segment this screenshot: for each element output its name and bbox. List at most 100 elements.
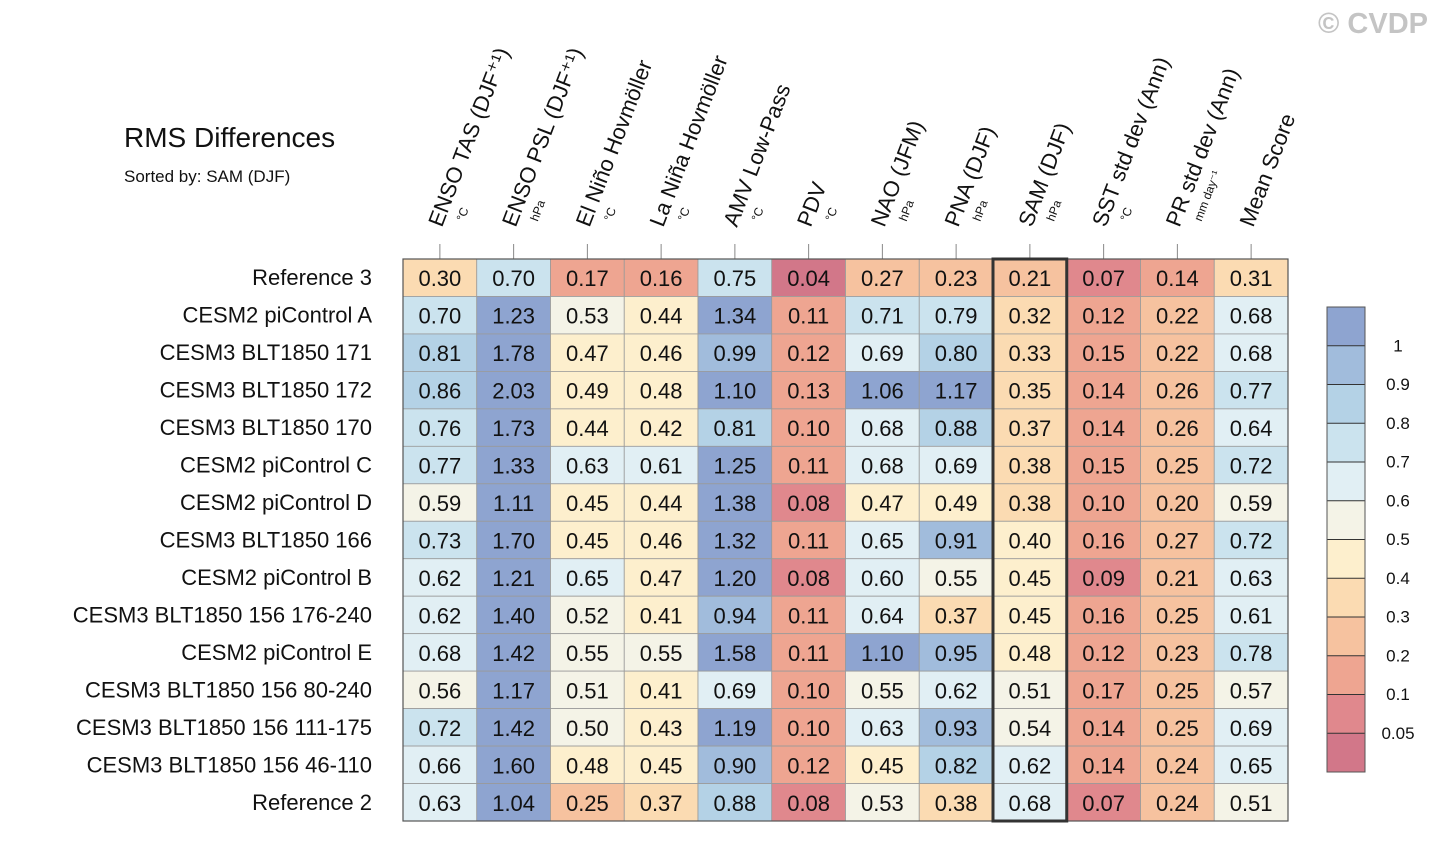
heatmap-cell (918, 333, 994, 372)
cell-value: 0.09 (1082, 566, 1125, 591)
column-label: PDV (792, 178, 832, 229)
cell-value: 1.23 (492, 304, 535, 329)
heatmap-cell (623, 445, 699, 485)
colorbar-label: 0.9 (1386, 375, 1410, 394)
cell-value: 0.45 (640, 753, 683, 778)
heatmap-cell (1213, 595, 1289, 635)
cell-value: 0.68 (1230, 341, 1273, 366)
heatmap-cell (1066, 483, 1141, 522)
heatmap-cell (771, 670, 846, 710)
cell-value: 0.37 (640, 791, 683, 816)
chart-subtitle: Sorted by: SAM (DJF) (124, 167, 290, 186)
cell-value: 0.15 (1082, 454, 1125, 479)
column-unit: °C (675, 205, 693, 223)
heatmap-cell (550, 483, 625, 522)
heatmap-cell (402, 633, 478, 672)
cell-value: 0.48 (640, 379, 683, 404)
cell-value: 0.24 (1156, 753, 1199, 778)
cell-value: 0.45 (566, 491, 609, 516)
heatmap-cell (623, 408, 699, 447)
cell-value: 0.62 (418, 603, 461, 628)
row-label: CESM3 BLT1850 156 46-110 (87, 752, 372, 777)
cell-value: 1.21 (492, 566, 535, 591)
cell-value: 0.77 (418, 454, 461, 479)
heatmap-cell (1213, 333, 1289, 372)
cell-value: 0.68 (1008, 791, 1051, 816)
cell-value: 0.20 (1156, 491, 1199, 516)
cell-value: 0.44 (640, 491, 683, 516)
heatmap-cell (1213, 670, 1289, 710)
column-label: Mean Score (1234, 110, 1300, 230)
cell-value: 1.42 (492, 716, 535, 741)
cell-value: 1.60 (492, 753, 535, 778)
heatmap-cell (992, 520, 1068, 560)
cell-value: 0.82 (935, 753, 978, 778)
heatmap-cell (402, 445, 478, 485)
cell-value: 0.65 (1230, 753, 1273, 778)
heatmap-cell (771, 745, 846, 784)
cell-value: 0.37 (1008, 416, 1051, 441)
cell-value: 0.93 (935, 716, 978, 741)
cell-value: 0.78 (1230, 641, 1273, 666)
heatmap-cell (771, 633, 846, 672)
heatmap-cell (992, 633, 1068, 672)
heatmap-cell (845, 745, 920, 784)
cell-value: 0.63 (1230, 566, 1273, 591)
cell-value: 0.27 (1156, 529, 1199, 554)
colorbar-bin (1327, 345, 1365, 385)
heatmap-cell (697, 445, 773, 485)
heatmap-cell (550, 633, 625, 672)
cell-value: 0.69 (1230, 716, 1273, 741)
cell-value: 0.49 (566, 379, 609, 404)
cell-value: 0.90 (713, 753, 756, 778)
heatmap-cell (771, 483, 846, 522)
heatmap-cell (697, 370, 773, 410)
cell-value: 0.38 (1008, 454, 1051, 479)
heatmap-cell (476, 558, 551, 597)
colorbar-label: 0.1 (1386, 685, 1410, 704)
cell-value: 0.54 (1008, 716, 1051, 741)
colorbar-label: 0.4 (1386, 569, 1410, 588)
colorbar-label: 0.5 (1386, 530, 1410, 549)
heatmap-cell (1066, 370, 1141, 410)
cell-value: 1.17 (492, 678, 535, 703)
cell-value: 0.45 (566, 529, 609, 554)
cell-value: 0.38 (1008, 491, 1051, 516)
cell-value: 0.11 (788, 304, 829, 329)
cell-value: 0.65 (861, 529, 904, 554)
cell-value: 0.62 (1008, 753, 1051, 778)
row-label: CESM3 BLT1850 156 111-175 (76, 715, 372, 740)
cell-value: 0.55 (935, 566, 978, 591)
cell-value: 0.55 (861, 678, 904, 703)
cell-value: 0.44 (566, 416, 609, 441)
cell-value: 1.34 (713, 304, 756, 329)
cell-value: 0.10 (787, 416, 830, 441)
cell-value: 0.48 (566, 753, 609, 778)
column-label: SST std dev (Ann) (1087, 53, 1175, 229)
cell-value: 0.40 (1008, 529, 1051, 554)
heatmap-cell (697, 595, 773, 635)
heatmap-cell (1140, 558, 1215, 597)
heatmap-cell (623, 783, 699, 822)
row-label: CESM2 piControl B (181, 565, 372, 590)
cell-value: 0.12 (787, 341, 830, 366)
heatmap-cell (1213, 520, 1289, 560)
cell-value: 0.68 (1230, 304, 1273, 329)
cell-value: 0.44 (640, 304, 683, 329)
cell-value: 0.68 (861, 416, 904, 441)
heatmap-cell (845, 333, 920, 372)
cell-value: 0.50 (566, 716, 609, 741)
cell-value: 1.38 (713, 491, 756, 516)
heatmap-cell (1140, 445, 1215, 485)
cell-value: 0.80 (935, 341, 978, 366)
heatmap-cell (697, 558, 773, 597)
watermark: © CVDP (1318, 8, 1428, 40)
heatmap-cell (918, 558, 994, 597)
heatmap-cell (845, 633, 920, 672)
colorbar-bin (1327, 462, 1365, 501)
cell-value: 0.72 (1230, 529, 1273, 554)
cell-value: 0.23 (935, 266, 978, 291)
cell-value: 0.61 (640, 454, 683, 479)
cell-value: 1.58 (713, 641, 756, 666)
cell-value: 0.48 (1008, 641, 1051, 666)
